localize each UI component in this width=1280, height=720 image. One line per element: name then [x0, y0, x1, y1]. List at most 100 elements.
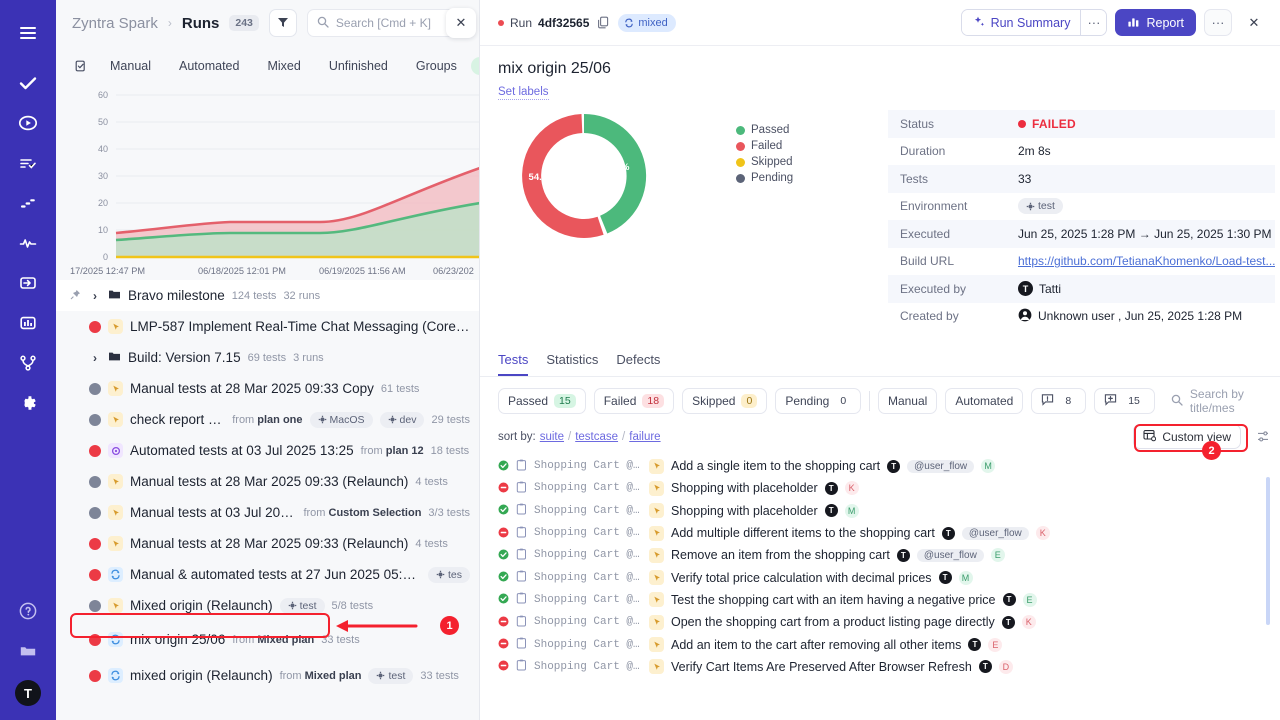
sort-by-testcase[interactable]: testcase — [575, 430, 619, 443]
report-button[interactable]: Report — [1115, 9, 1196, 36]
table-row[interactable]: Shopping Cart @sm... Add an item to the c… — [480, 633, 1280, 655]
list-item[interactable]: › Bravo milestone 124 tests 32 runs — [56, 280, 480, 311]
list-item[interactable]: Manual tests at 03 Jul 2025 12:08 from C… — [56, 497, 480, 528]
breadcrumb-project[interactable]: Zyntra Spark — [72, 14, 158, 32]
status-dot-failed — [89, 537, 101, 550]
runs-list[interactable]: › Bravo milestone 124 tests 32 runs LMP-… — [56, 276, 480, 720]
list-item[interactable]: Mixed origin (Relaunch) test 5/8 tests — [56, 590, 480, 621]
list-item[interactable]: › Build: Version 7.15 69 tests 3 runs — [56, 342, 480, 373]
suite-icon — [516, 526, 527, 541]
run-tag[interactable]: test — [368, 667, 414, 684]
tab-tests[interactable]: Tests — [498, 352, 528, 376]
list-item[interactable]: Automated tests at 03 Jul 2025 13:25 fro… — [56, 435, 480, 466]
expand-caret-icon[interactable]: › — [93, 350, 97, 365]
table-row[interactable]: Shopping Cart @sm... Add a single item to… — [480, 455, 1280, 477]
test-tag[interactable]: @user_flow — [961, 526, 1029, 540]
tab-unfinished[interactable]: Unfinished — [328, 59, 388, 73]
list-item[interactable]: Manual tests at 28 Mar 2025 09:33 (Relau… — [56, 528, 480, 559]
sliders-icon[interactable] — [1257, 430, 1270, 443]
expand-caret-icon[interactable]: › — [93, 288, 97, 303]
filter-pending[interactable]: Pending 0 — [775, 388, 862, 414]
filter-manual[interactable]: Manual — [877, 388, 938, 414]
sort-by-suite[interactable]: suite — [539, 430, 565, 443]
runs-search-input[interactable]: Search [Cmd + K] — [306, 9, 468, 37]
run-tag[interactable]: MacOS — [309, 411, 373, 428]
status-icon-passed — [498, 503, 509, 518]
import-icon[interactable] — [9, 264, 47, 302]
tab-defects[interactable]: Defects — [616, 352, 661, 367]
table-row: Environment test — [888, 193, 1275, 221]
list-item[interactable]: LMP-587 Implement Real-Time Chat Messagi… — [56, 311, 480, 342]
tab-mixed[interactable]: Mixed — [267, 59, 301, 73]
filter-skipped[interactable]: Skipped 0 — [682, 388, 768, 414]
close-panel-button[interactable]: ✕ — [446, 8, 476, 38]
tab-all-icon[interactable] — [70, 59, 96, 73]
run-summary-split-button[interactable]: Run Summary ··· — [960, 9, 1108, 36]
table-row[interactable]: Shopping Cart @sm... Shopping with placeh… — [480, 500, 1280, 522]
tests-scrollbar[interactable] — [1266, 477, 1270, 625]
sort-bar: sort by: suite / testcase / failure Cust… — [480, 414, 1280, 449]
run-tag[interactable]: dev — [379, 411, 425, 428]
filter-automated[interactable]: Automated — [945, 388, 1024, 414]
table-row[interactable]: Shopping Cart @sm... Verify total price c… — [480, 566, 1280, 588]
filter-comment-alert[interactable]: 8 — [1031, 388, 1087, 414]
avatar: T — [887, 459, 901, 473]
tab-groups[interactable]: Groups — [415, 59, 457, 73]
tests-list[interactable]: Shopping Cart @sm... Add a single item to… — [480, 449, 1280, 720]
pulse-icon[interactable] — [9, 224, 47, 262]
status-dot-failed — [89, 669, 101, 682]
table-row[interactable]: Shopping Cart @sm... Shopping with placeh… — [480, 477, 1280, 499]
table-row[interactable]: Shopping Cart @sm... Verify Cart Items Ar… — [480, 656, 1280, 678]
list-item[interactable]: Manual tests at 28 Mar 2025 09:33 (Relau… — [56, 466, 480, 497]
branch-icon[interactable] — [9, 344, 47, 382]
run-summary-button[interactable]: Run Summary — [961, 10, 1081, 35]
set-labels-link[interactable]: Set labels — [498, 86, 549, 100]
build-url-link[interactable]: https://github.com/TetianaKhomenko/Load-… — [1018, 254, 1276, 269]
assignee-initial: E — [990, 548, 1005, 563]
run-type-chip[interactable]: mixed — [618, 13, 676, 32]
filter-failed[interactable]: Failed 18 — [593, 388, 675, 414]
list-item[interactable]: Manual & automated tests at 27 Jun 2025 … — [56, 559, 480, 590]
steps-icon[interactable] — [9, 184, 47, 222]
help-circle-icon[interactable] — [9, 592, 47, 630]
folder-icon[interactable] — [9, 632, 47, 670]
test-tag[interactable]: @user_flow — [916, 548, 984, 562]
list-item[interactable]: check report sharing from plan one MacOS… — [56, 404, 480, 435]
tests-search-input[interactable]: Search by title/mes — [1163, 387, 1270, 415]
checkmark-icon[interactable] — [9, 64, 47, 102]
gear-icon[interactable] — [9, 384, 47, 422]
filter-divider — [869, 391, 870, 411]
run-summary-more-button[interactable]: ··· — [1080, 10, 1107, 35]
custom-view-button[interactable]: Custom view — [1133, 424, 1241, 449]
run-tag[interactable]: test — [279, 597, 325, 614]
table-row[interactable]: Shopping Cart @sm... Add multiple differe… — [480, 522, 1280, 544]
tab-env-chip[interactable]: tes — [470, 57, 480, 75]
filter-comment-plus[interactable]: 15 — [1094, 388, 1155, 414]
list-item[interactable]: Manual tests at 28 Mar 2025 09:33 Copy 6… — [56, 373, 480, 404]
donut-svg: 45.5% 54.5% — [522, 113, 647, 238]
tab-manual[interactable]: Manual — [110, 59, 151, 73]
sort-by-failure[interactable]: failure — [629, 430, 661, 443]
list-item[interactable]: mixed origin (Relaunch) from Mixed plan … — [56, 660, 480, 691]
svg-text:54.5%: 54.5% — [529, 172, 556, 183]
svg-text:30: 30 — [98, 171, 108, 181]
table-row[interactable]: Shopping Cart @sm... Remove an item from … — [480, 544, 1280, 566]
environment-chip[interactable]: test — [1018, 198, 1063, 215]
avatar[interactable]: T — [15, 680, 41, 706]
test-tag[interactable]: @user_flow — [907, 459, 975, 473]
bar-chart-icon[interactable] — [9, 304, 47, 342]
tab-automated[interactable]: Automated — [179, 59, 240, 73]
close-detail-button[interactable]: ✕ — [1248, 14, 1260, 30]
table-row[interactable]: Shopping Cart @sm... Test the shopping ca… — [480, 589, 1280, 611]
list-check-icon[interactable] — [9, 144, 47, 182]
copy-icon[interactable] — [597, 16, 610, 29]
pin-icon[interactable] — [70, 288, 82, 303]
more-actions-button[interactable]: ··· — [1204, 9, 1232, 36]
play-circle-icon[interactable] — [9, 104, 47, 142]
menu-icon[interactable] — [9, 14, 47, 52]
filter-passed[interactable]: Passed 15 — [498, 388, 586, 414]
filter-button[interactable] — [268, 9, 297, 37]
tab-statistics[interactable]: Statistics — [546, 352, 599, 367]
table-row[interactable]: Shopping Cart @sm... Open the shopping ca… — [480, 611, 1280, 633]
run-tag[interactable]: tes — [427, 566, 470, 583]
